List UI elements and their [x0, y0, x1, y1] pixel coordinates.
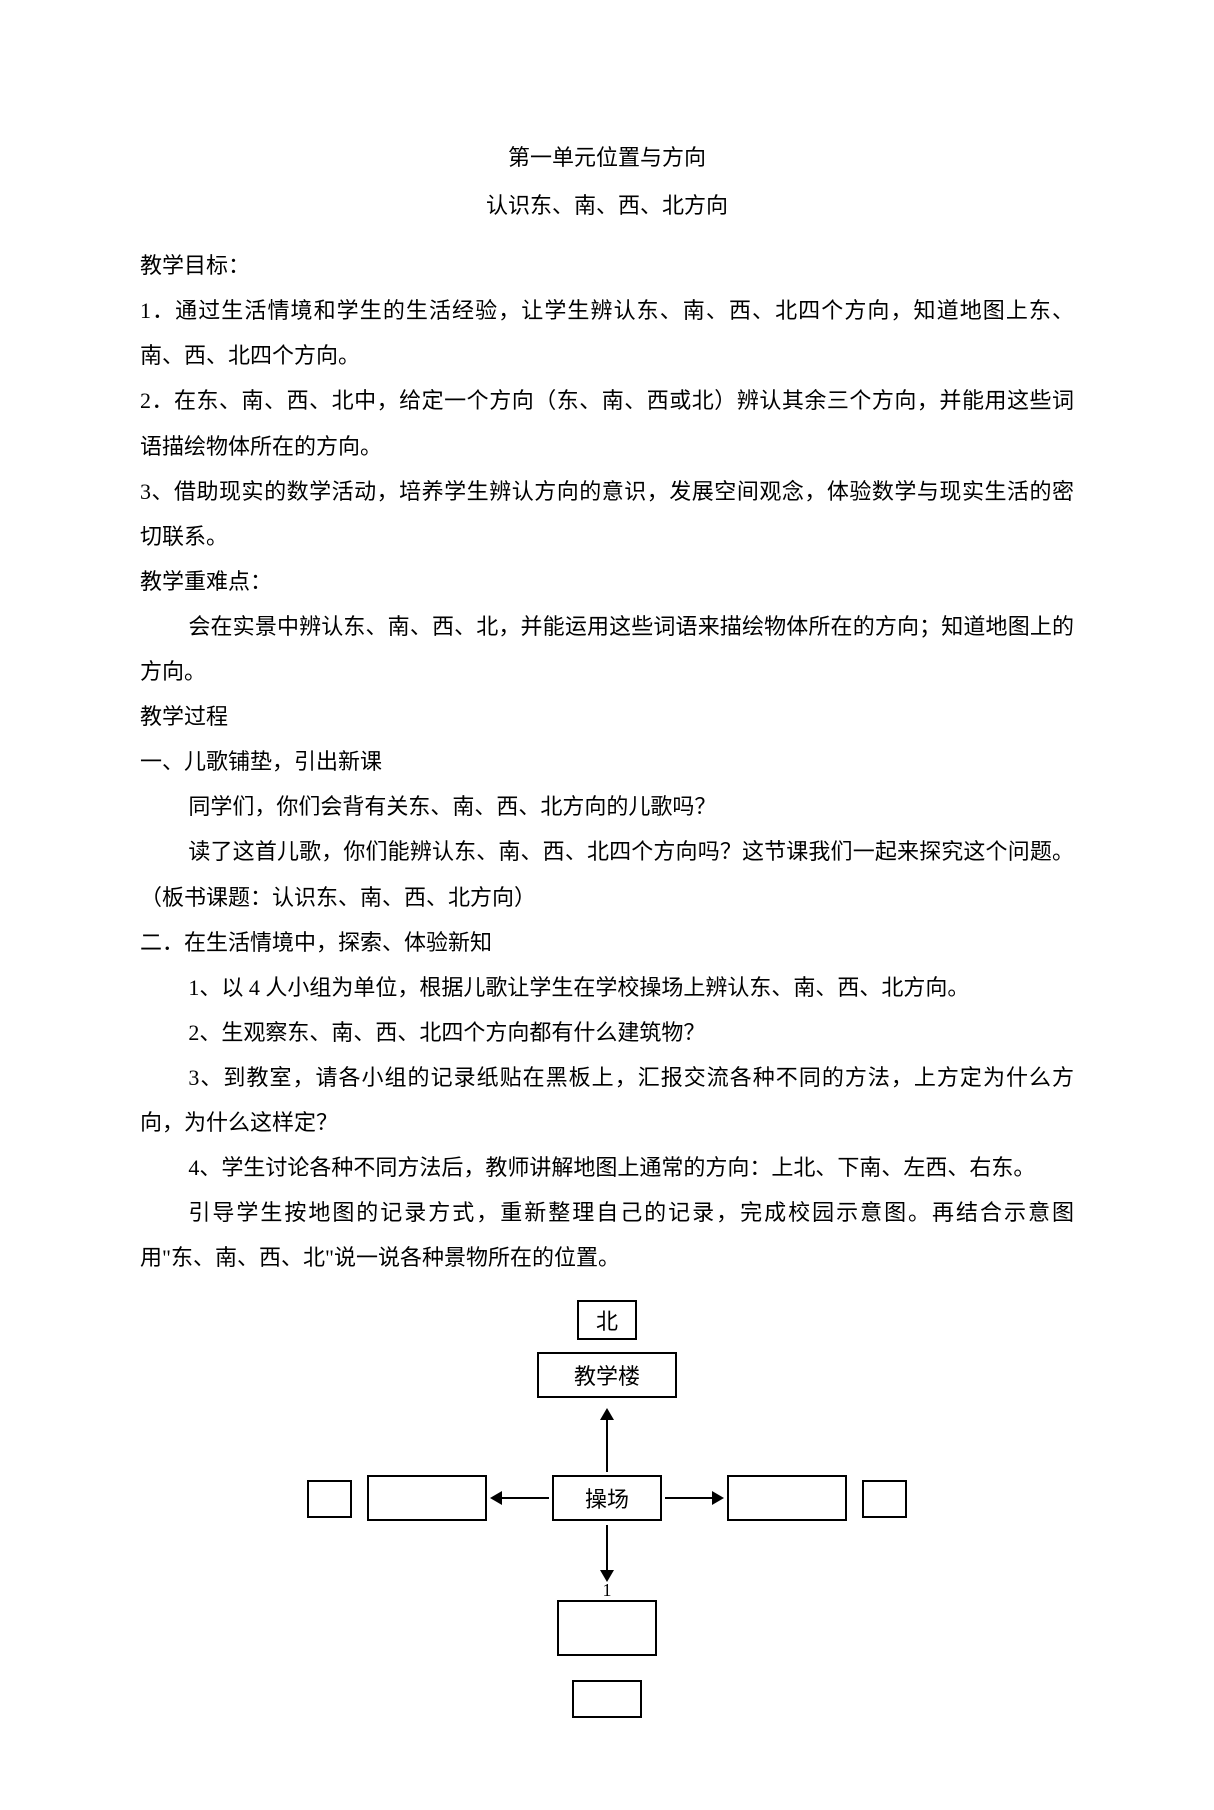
page-number: 1: [0, 1580, 1214, 1601]
unit-title: 第一单元位置与方向: [140, 138, 1074, 178]
section-2-p4: 4、学生讨论各种不同方法后，教师讲解地图上通常的方向：上北、下南、左西、右东。: [140, 1145, 1074, 1190]
diagram-arrowhead-up: [600, 1408, 614, 1420]
section-2-p1: 1、以 4 人小组为单位，根据儿歌让学生在学校操场上辨认东、南、西、北方向。: [140, 965, 1074, 1010]
section-2-p5: 引导学生按地图的记录方式，重新整理自己的记录，完成校园示意图。再结合示意图用"东…: [140, 1190, 1074, 1280]
section-1-p1: 同学们，你们会背有关东、南、西、北方向的儿歌吗？: [140, 784, 1074, 829]
diagram-box-right_big: [727, 1475, 847, 1521]
section-1-heading: 一、儿歌铺垫，引出新课: [140, 739, 1074, 784]
campus-diagram: 北教学楼操场: [307, 1300, 907, 1770]
section-1-p2: 读了这首儿歌，你们能辨认东、南、西、北四个方向吗？这节课我们一起来探究这个问题。…: [140, 829, 1074, 919]
goal-item-3: 3、借助现实的数学活动，培养学生辨认方向的意识，发展空间观念，体验数学与现实生活…: [140, 469, 1074, 559]
diagram-box-south_small: [572, 1680, 642, 1718]
diagram-box-building: 教学楼: [537, 1352, 677, 1398]
document-page: 第一单元位置与方向 认识东、南、西、北方向 教学目标： 1．通过生活情境和学生的…: [0, 0, 1214, 1810]
goals-heading: 教学目标：: [140, 243, 1074, 288]
process-heading: 教学过程: [140, 694, 1074, 739]
goal-item-2: 2．在东、南、西、北中，给定一个方向（东、南、西或北）辨认其余三个方向，并能用这…: [140, 378, 1074, 468]
lesson-subtitle: 认识东、南、西、北方向: [140, 186, 1074, 226]
diagram-box-north_small: 北: [577, 1300, 637, 1340]
difficulty-heading: 教学重难点：: [140, 559, 1074, 604]
diagram-box-left_big: [367, 1475, 487, 1521]
section-2-p2: 2、生观察东、南、西、北四个方向都有什么建筑物？: [140, 1010, 1074, 1055]
section-2-heading: 二．在生活情境中，探索、体验新知: [140, 920, 1074, 965]
diagram-box-left_small: [307, 1480, 352, 1518]
diagram-box-center: 操场: [552, 1475, 662, 1521]
diagram-box-south_big: [557, 1600, 657, 1656]
goal-item-1: 1．通过生活情境和学生的生活经验，让学生辨认东、南、西、北四个方向，知道地图上东…: [140, 288, 1074, 378]
diagram-arrowhead-right: [712, 1491, 724, 1505]
diagram-box-right_small: [862, 1480, 907, 1518]
difficulty-text: 会在实景中辨认东、南、西、北，并能运用这些词语来描绘物体所在的方向；知道地图上的…: [140, 604, 1074, 694]
diagram-arrowhead-left: [490, 1491, 502, 1505]
section-2-p3: 3、到教室，请各小组的记录纸贴在黑板上，汇报交流各种不同的方法，上方定为什么方向…: [140, 1055, 1074, 1145]
